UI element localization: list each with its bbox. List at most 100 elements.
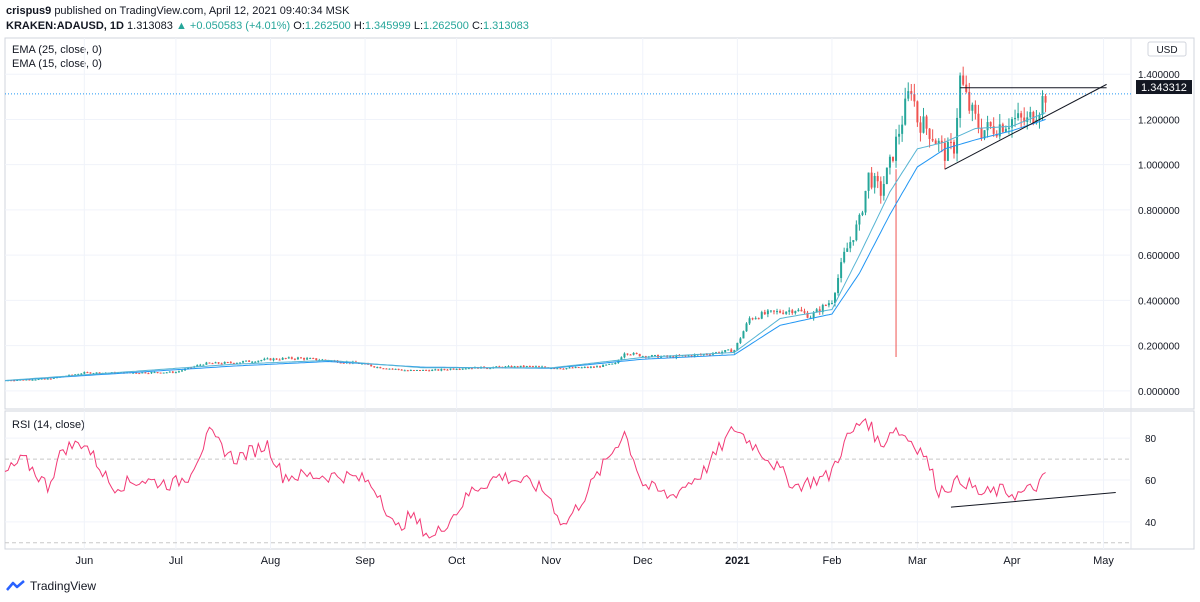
candle-body [565,368,568,370]
candle-body [879,181,882,196]
candle-body [940,140,943,143]
candle-body [403,370,406,372]
currency-box[interactable] [1147,41,1187,57]
candle-body [31,379,34,381]
candle-body [855,224,858,241]
candle-body [858,214,861,225]
candle-body [159,372,162,374]
author-name[interactable]: crispus9 [6,5,52,17]
candle-body [425,369,428,371]
symbol-label[interactable]: KRAKEN:ADAUSD, 1D [6,20,124,32]
candle-body [516,366,519,368]
candle-body [898,133,901,137]
candle-body [989,122,992,127]
candle-body [525,366,528,368]
candle-body [379,367,382,369]
candle-body [977,113,980,128]
candle-body [925,116,928,129]
rsi-legend[interactable]: RSI (14, close) [12,419,85,431]
candle-body [339,362,342,364]
time-tick-label: Aug [261,555,281,567]
candle-body [1044,96,1047,103]
time-tick-label: 2021 [725,555,749,567]
candle-body [1023,117,1026,122]
candle-body [644,356,647,358]
candle-body [824,305,827,307]
candle-body [382,368,385,370]
candle-body [278,359,281,361]
candle-body [544,366,547,368]
candle-body [165,372,168,374]
candle-body [968,91,971,111]
candle-body [641,356,644,358]
candle-body [873,175,876,188]
candle-body [315,358,318,361]
candle-body [89,372,92,374]
candle-body [904,98,907,125]
candle-body [440,369,443,371]
candle-body [776,311,779,313]
candle-body [406,370,409,372]
candle-body [86,372,89,374]
ohlc-line: KRAKEN:ADAUSD, 1D 1.313083 ▲ +0.050583 (… [6,19,529,33]
candle-body [25,379,28,381]
candle-body [888,156,891,168]
time-tick-label: Jun [75,555,93,567]
price-pane-frame [4,37,1195,410]
candle-body [959,75,962,118]
rsi-line [4,418,1046,539]
candle-body [699,354,702,356]
candle-body [834,293,837,304]
candle-body [211,363,214,365]
candle-body [132,372,135,374]
price-tick-label: 0.400000 [1138,296,1180,307]
price-tick-label: 0.600000 [1138,251,1180,262]
candle-body [519,365,522,368]
candle-body [446,369,449,371]
tradingview-footer[interactable]: TradingView [6,579,96,593]
candle-body [260,360,263,362]
rsi-trendline [950,492,1116,508]
candle-body [1020,113,1023,118]
candle-body [571,367,574,369]
candle-body [513,366,516,368]
time-tick-label: Jul [169,555,183,567]
candle-body [528,366,531,368]
ema15-legend[interactable]: EMA (15, close, 0) [12,58,102,70]
candle-body [415,369,418,371]
candle-body [226,362,229,364]
candle-body [504,366,507,368]
candle-body [1038,114,1041,120]
candle-body [419,369,422,371]
candle-body [287,357,290,359]
candle-body [223,362,226,364]
candle-body [458,369,461,371]
candle-body [290,357,293,359]
time-tick-label: Mar [908,555,927,567]
candle-body [953,141,956,154]
candle-body [489,368,492,370]
candle-body [803,311,806,313]
candle-body [388,368,391,370]
ema25-legend[interactable]: EMA (25, close, 0) [12,44,102,56]
candle-body [757,318,760,320]
candle-body [196,365,199,367]
candle-body [34,379,37,381]
candle-body [946,141,949,161]
candle-body [541,366,544,368]
candle-body [37,379,40,381]
candle-body [293,358,296,360]
candle-body [385,368,388,370]
candle-body [498,366,501,368]
candle-body [257,360,260,362]
time-tick-label: Feb [822,555,841,567]
candle-body [791,310,794,314]
candle-body [245,360,248,362]
candle-body [751,318,754,320]
rsi-tick-label: 40 [1145,518,1157,529]
candle-body [724,350,727,352]
candle-body [800,309,803,312]
last-price-box [1136,80,1192,95]
candle-body [769,310,772,312]
